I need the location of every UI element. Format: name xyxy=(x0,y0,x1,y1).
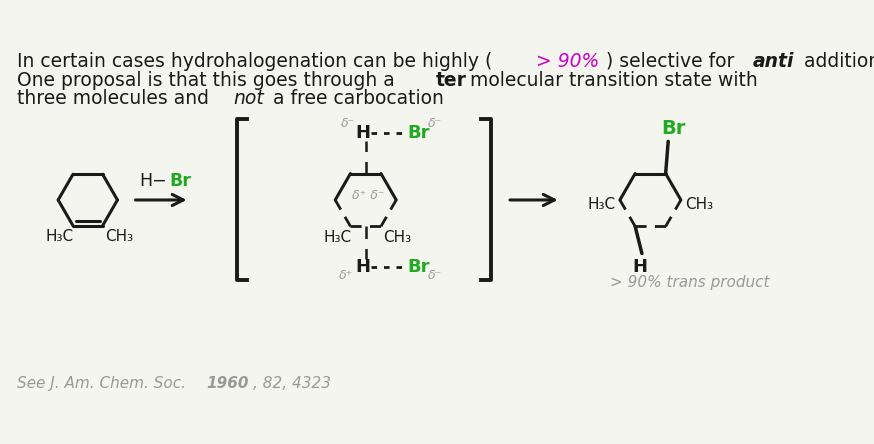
Text: 1960: 1960 xyxy=(207,377,249,392)
Text: H−: H− xyxy=(140,172,167,190)
Text: δ⁻: δ⁻ xyxy=(427,269,442,282)
Text: H₃C: H₃C xyxy=(45,229,74,244)
Text: addition: addition xyxy=(798,52,874,71)
Text: CH₃: CH₃ xyxy=(384,230,412,245)
Text: H₃C: H₃C xyxy=(323,230,351,245)
Text: H: H xyxy=(633,258,648,276)
Text: a free carbocation: a free carbocation xyxy=(267,89,444,108)
Text: H₃C: H₃C xyxy=(587,197,616,212)
Text: CH₃: CH₃ xyxy=(685,197,713,212)
Text: anti: anti xyxy=(753,52,794,71)
Text: ter: ter xyxy=(436,71,468,90)
Text: Br: Br xyxy=(170,172,191,190)
Text: , 82, 4323: , 82, 4323 xyxy=(253,377,331,392)
Text: δ⁺ δ⁻: δ⁺ δ⁻ xyxy=(352,189,385,202)
Text: δ⁻: δ⁻ xyxy=(341,117,355,131)
Text: Br: Br xyxy=(662,119,686,138)
Text: Br: Br xyxy=(407,258,430,276)
Text: See J. Am. Chem. Soc.: See J. Am. Chem. Soc. xyxy=(17,377,191,392)
Text: > 90% trans product: > 90% trans product xyxy=(610,274,769,289)
Text: H: H xyxy=(356,124,371,142)
Text: Br: Br xyxy=(407,124,430,142)
Text: CH₃: CH₃ xyxy=(105,229,134,244)
Text: One proposal is that this goes through a: One proposal is that this goes through a xyxy=(17,71,400,90)
Text: δ⁺: δ⁺ xyxy=(339,269,353,282)
Text: ) selective for: ) selective for xyxy=(606,52,740,71)
Text: molecular transition state with: molecular transition state with xyxy=(470,71,758,90)
Text: > 90%: > 90% xyxy=(537,52,600,71)
Text: In certain cases hydrohalogenation can be highly (: In certain cases hydrohalogenation can b… xyxy=(17,52,492,71)
Text: H: H xyxy=(356,258,371,276)
Text: δ⁻: δ⁻ xyxy=(427,117,442,131)
Text: three molecules and: three molecules and xyxy=(17,89,215,108)
Text: not: not xyxy=(233,89,264,108)
